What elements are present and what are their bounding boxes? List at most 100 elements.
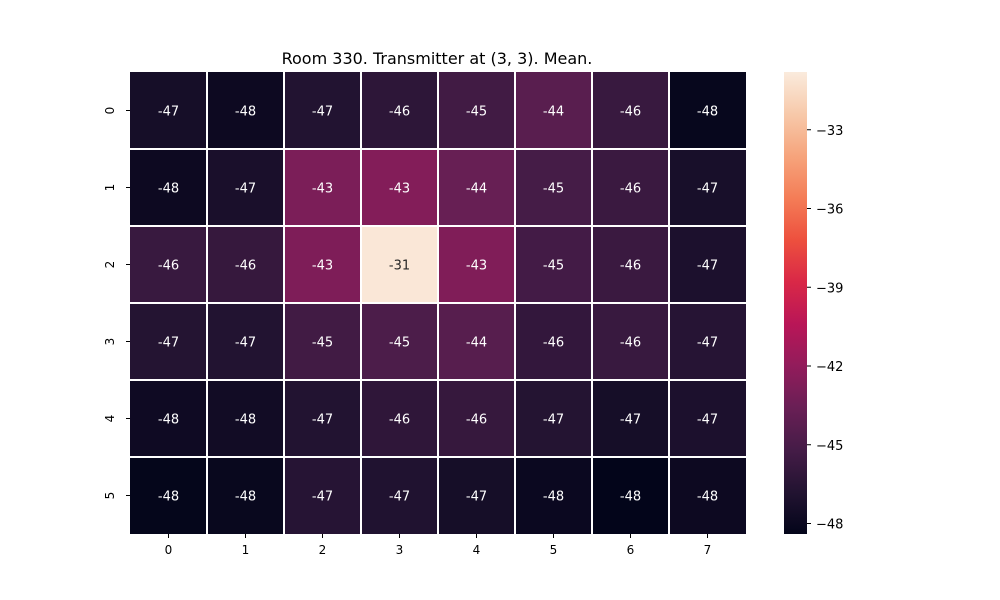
cell-value-label: -48 <box>158 413 179 428</box>
y-tick-label: 2 <box>103 261 117 269</box>
chart-title: Room 330. Transmitter at (3, 3). Mean. <box>282 49 593 68</box>
heatmap-grid-lines <box>130 72 746 534</box>
heatmap-cell <box>130 226 207 303</box>
colorbar-tick-label: −33 <box>816 124 843 139</box>
heatmap-cell <box>669 72 746 149</box>
cell-value-label: -44 <box>543 105 564 120</box>
cell-value-label: -46 <box>620 259 641 274</box>
colorbar-tick-label: −39 <box>816 281 843 296</box>
cell-value-label: -43 <box>312 259 333 274</box>
colorbar-tick-label: −36 <box>816 203 843 218</box>
cell-value-label: -47 <box>697 182 718 197</box>
cell-value-label: -46 <box>620 105 641 120</box>
cell-value-label: -48 <box>235 413 256 428</box>
heatmap-cell <box>438 226 515 303</box>
heatmap-cell <box>130 149 207 226</box>
cell-value-label: -46 <box>389 105 410 120</box>
cell-value-label: -46 <box>620 336 641 351</box>
cell-value-label: -47 <box>158 336 179 351</box>
cell-value-label: -47 <box>389 490 410 505</box>
heatmap-cell <box>592 149 669 226</box>
heatmap-cell <box>515 149 592 226</box>
colorbar-axis: −48 −45 −42 −39 −36 −33 <box>807 124 843 533</box>
heatmap-cell <box>592 457 669 534</box>
x-axis: 0 1 2 3 4 5 6 7 <box>165 534 711 557</box>
x-tick-label: 4 <box>473 543 481 557</box>
heatmap-cell <box>592 226 669 303</box>
heatmap-cell <box>207 457 284 534</box>
cell-value-label: -47 <box>235 182 256 197</box>
cell-value-label: -45 <box>389 336 410 351</box>
cell-value-label: -47 <box>697 336 718 351</box>
heatmap-cell <box>361 72 438 149</box>
colorbar-tick-label: −42 <box>816 360 843 375</box>
cell-value-label: -47 <box>697 259 718 274</box>
cell-value-label: -48 <box>158 182 179 197</box>
cell-value-label: -47 <box>466 490 487 505</box>
heatmap-cell <box>284 303 361 380</box>
heatmap-cell <box>284 380 361 457</box>
heatmap-cell <box>438 149 515 226</box>
heatmap-cell <box>438 72 515 149</box>
heatmap-cell <box>515 303 592 380</box>
heatmap-cell <box>361 149 438 226</box>
cell-value-label: -43 <box>389 182 410 197</box>
y-tick-label: 4 <box>103 415 117 423</box>
heatmap-cell <box>669 149 746 226</box>
cell-value-label: -48 <box>697 105 718 120</box>
colorbar <box>784 72 807 534</box>
heatmap-cell <box>592 380 669 457</box>
heatmap-cell-labels: -47 -48 -47 -46 -45 -44 -46 -48 -48 -47 -43 -43 -44 -… <box>158 105 718 505</box>
heatmap-cell <box>669 457 746 534</box>
cell-value-label: -47 <box>312 490 333 505</box>
cell-value-label: -45 <box>312 336 333 351</box>
y-tick-label: 1 <box>103 184 117 192</box>
cell-value-label: -48 <box>620 490 641 505</box>
cell-value-label: -48 <box>235 490 256 505</box>
heatmap-cell <box>361 303 438 380</box>
x-tick-label: 5 <box>550 543 558 557</box>
heatmap-cell <box>284 72 361 149</box>
cell-value-label: -47 <box>620 413 641 428</box>
heatmap-cell <box>207 380 284 457</box>
cell-value-label: -48 <box>697 490 718 505</box>
heatmap-cell <box>515 457 592 534</box>
cell-value-label: -44 <box>466 182 487 197</box>
heatmap-cell <box>361 380 438 457</box>
heatmap-cell <box>207 72 284 149</box>
x-tick-label: 0 <box>165 543 173 557</box>
cell-value-label: -46 <box>389 413 410 428</box>
y-tick-label: 0 <box>103 107 117 115</box>
cell-value-label: -46 <box>235 259 256 274</box>
heatmap-cell <box>284 149 361 226</box>
heatmap-cell <box>438 380 515 457</box>
x-tick-label: 2 <box>319 543 327 557</box>
heatmap-cell <box>592 303 669 380</box>
heatmap-cell <box>130 380 207 457</box>
x-tick-label: 6 <box>627 543 635 557</box>
y-axis: 0 1 2 3 4 5 <box>103 107 130 500</box>
cell-value-label: -45 <box>466 105 487 120</box>
cell-value-label: -47 <box>312 413 333 428</box>
cell-value-label: -45 <box>543 259 564 274</box>
x-tick-label: 1 <box>242 543 250 557</box>
heatmap-cell <box>438 457 515 534</box>
cell-value-label: -46 <box>620 182 641 197</box>
heatmap-cell <box>515 72 592 149</box>
cell-value-label: -48 <box>543 490 564 505</box>
heatmap-cell <box>592 72 669 149</box>
cell-value-label: -46 <box>158 259 179 274</box>
x-tick-label: 3 <box>396 543 404 557</box>
heatmap-cell <box>207 303 284 380</box>
heatmap-cell <box>515 226 592 303</box>
heatmap-cell <box>130 303 207 380</box>
cell-value-label: -45 <box>543 182 564 197</box>
cell-value-label: -43 <box>312 182 333 197</box>
heatmap-cell <box>669 380 746 457</box>
cell-value-label: -31 <box>389 259 410 274</box>
cell-value-label: -46 <box>466 413 487 428</box>
y-tick-label: 5 <box>103 492 117 500</box>
heatmap-cell <box>438 303 515 380</box>
colorbar-tick-label: −48 <box>816 518 843 533</box>
